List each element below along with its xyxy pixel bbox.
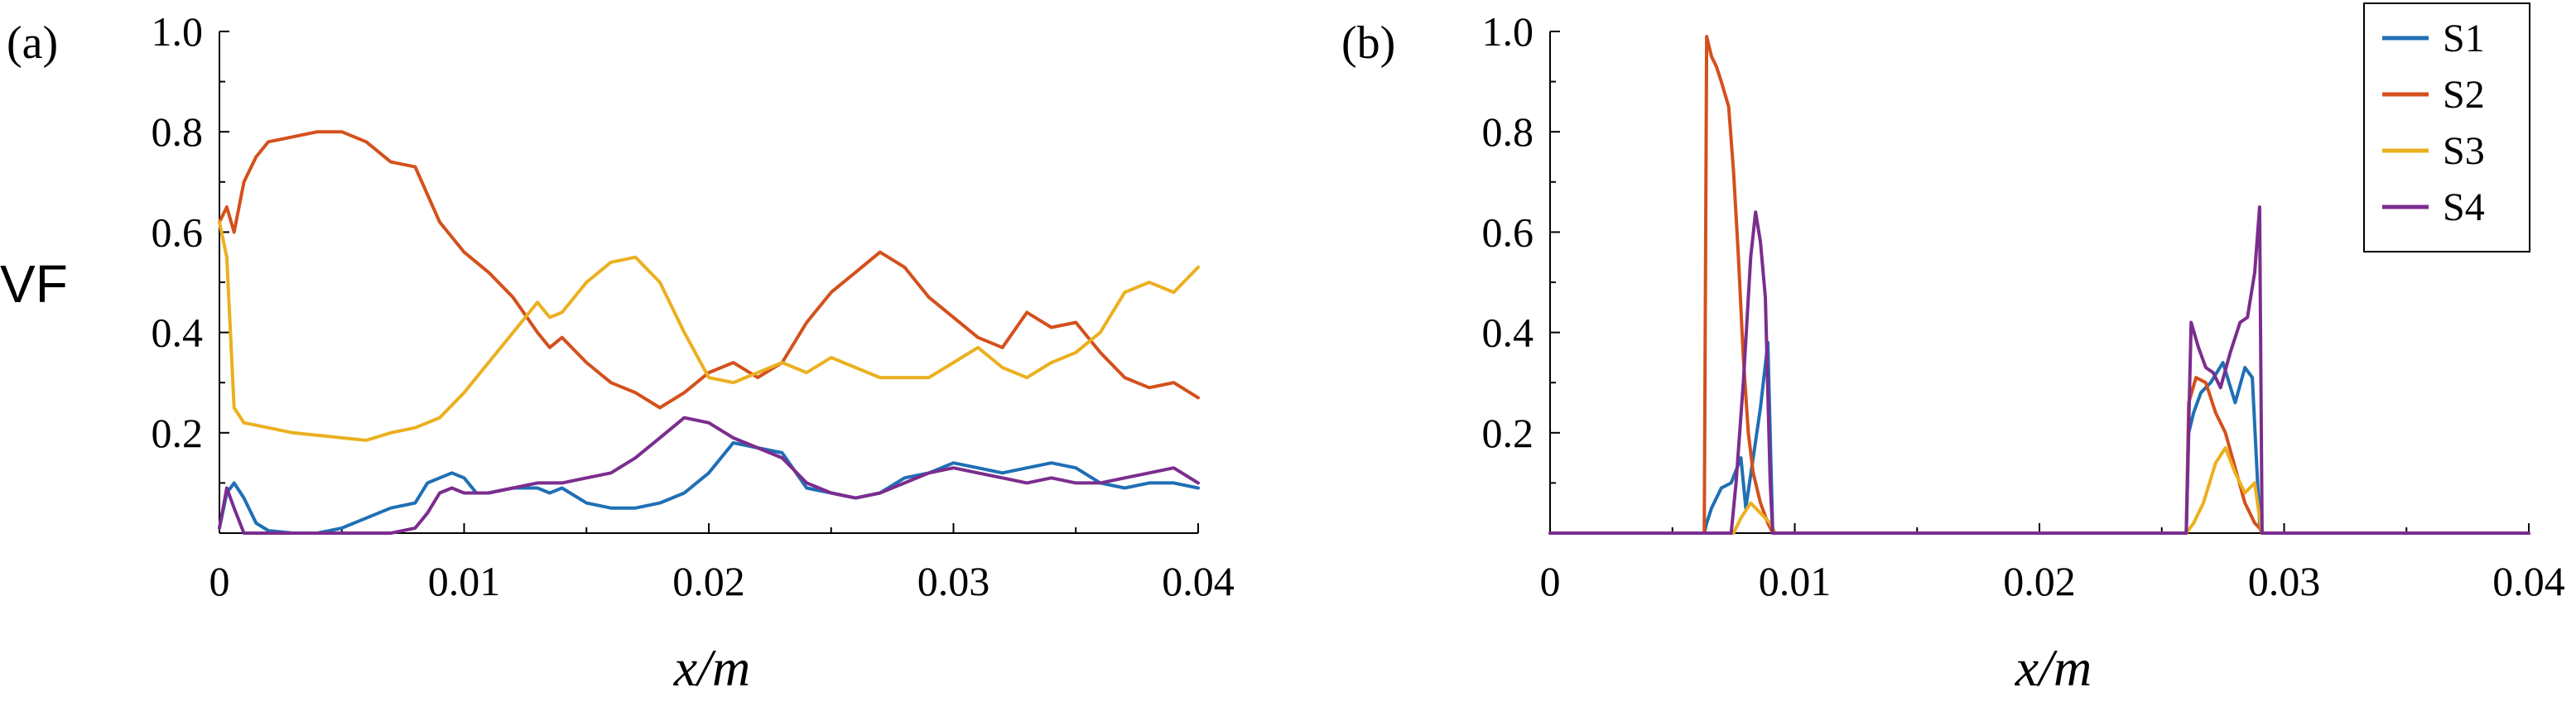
panel-a-series-s2-line bbox=[218, 130, 1200, 410]
panel-a-series-s4-line bbox=[218, 416, 1200, 535]
panel-b-series-s1-line bbox=[1548, 340, 2530, 535]
panel-a-y-tick-label: 0.6 bbox=[152, 209, 204, 255]
panel-b-x-tick-label: 0.03 bbox=[2248, 558, 2321, 604]
legend-label-s1: S1 bbox=[2443, 17, 2485, 60]
panel-b-y-tick-label: 0.4 bbox=[1482, 310, 1534, 356]
panel-a-label: (a) bbox=[7, 17, 58, 69]
panel-b-x-tick-label: 0.04 bbox=[2492, 558, 2565, 604]
panel-a-x-axis-title: x/m bbox=[673, 638, 750, 697]
panel-a-y-axis-title: VF bbox=[0, 254, 68, 314]
panel-a-chart: (a) VF x/m 0 0.01 0.02 0.03 0.04 0.2 0.4 0.6 0.8… bbox=[0, 8, 1235, 697]
panel-b-chart: (b) x/m 0 0.01 0.02 0.03 0.04 0.2 0.4 0.6 0.8 1.0… bbox=[1341, 2, 2565, 697]
panel-a-x-tick-label: 0 bbox=[209, 558, 230, 604]
panel-a-y-tick-label: 0.4 bbox=[152, 310, 204, 356]
panel-a-series-s3-line bbox=[218, 220, 1200, 442]
panel-b-y-tick-label: 0.2 bbox=[1482, 410, 1534, 456]
panel-b-x-axis-title: x/m bbox=[2015, 638, 2092, 697]
panel-b-y-tick-label: 0.8 bbox=[1482, 108, 1534, 155]
legend-box bbox=[2363, 2, 2530, 252]
panel-b-y-tick-label: 0.6 bbox=[1482, 209, 1534, 255]
panel-b-series-s3-line bbox=[1548, 446, 2530, 535]
panel-a-plot-area: 0 0.01 0.02 0.03 0.04 0.2 0.4 0.6 0.8 1.0 bbox=[152, 8, 1235, 604]
legend: S1 S2 S3 S4 bbox=[2363, 2, 2530, 252]
panel-b-x-tick-label: 0.02 bbox=[2003, 558, 2076, 604]
panel-b-x-tick-label: 0.01 bbox=[1759, 558, 1832, 604]
panel-a-y-tick-label: 0.8 bbox=[152, 108, 204, 155]
panel-b-y-tick-label: 1.0 bbox=[1482, 8, 1534, 55]
panel-a-y-tick-label: 1.0 bbox=[152, 8, 204, 55]
panel-b-series-s4-line bbox=[1548, 205, 2530, 535]
panel-a-x-tick-label: 0.03 bbox=[917, 558, 990, 604]
panel-b-series-s2-line bbox=[1548, 35, 2530, 535]
legend-label-s2: S2 bbox=[2443, 73, 2485, 117]
panel-a-x-tick-label: 0.04 bbox=[1162, 558, 1235, 604]
panel-a-x-tick-label: 0.01 bbox=[428, 558, 501, 604]
panel-b-label: (b) bbox=[1341, 17, 1395, 69]
panel-a-x-tick-label: 0.02 bbox=[672, 558, 745, 604]
panel-b-plot-area: 0 0.01 0.02 0.03 0.04 0.2 0.4 0.6 0.8 1.0 bbox=[1482, 8, 2565, 604]
legend-label-s3: S3 bbox=[2443, 129, 2485, 173]
panel-a-y-tick-label: 0.2 bbox=[152, 410, 204, 456]
legend-label-s4: S4 bbox=[2443, 185, 2485, 229]
panel-b-x-tick-label: 0 bbox=[1540, 558, 1561, 604]
panel-a-series-s1-line bbox=[218, 440, 1200, 535]
